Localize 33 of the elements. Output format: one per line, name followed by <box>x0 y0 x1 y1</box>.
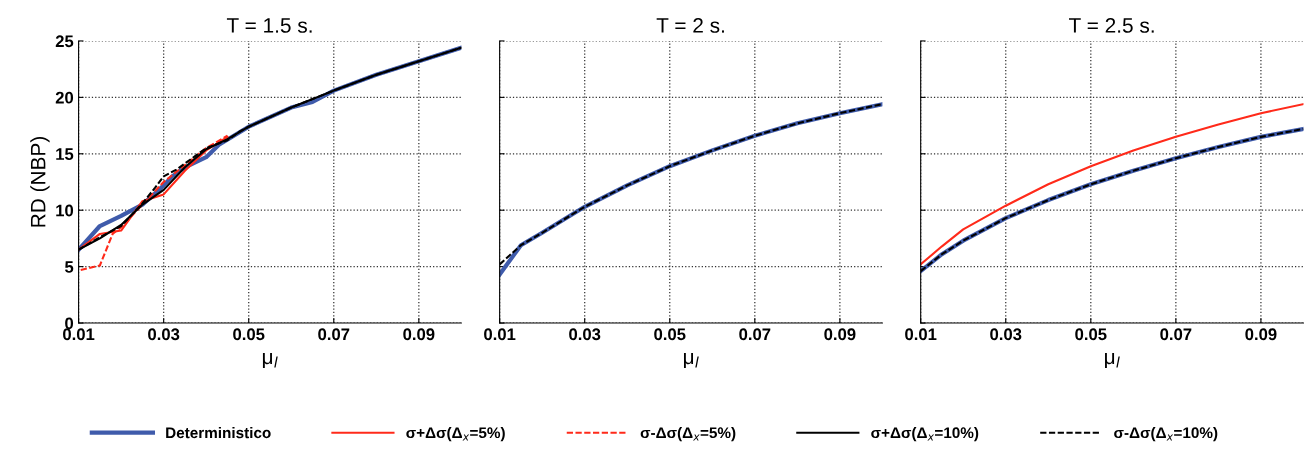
y-axis-title: RD (NBP) <box>30 137 50 227</box>
legend-label: σ-Δσ(Δ$_{x}$=10%) <box>1114 426 1218 442</box>
x-tick-label: 0.03 <box>569 328 601 341</box>
x-tick-label: 0.01 <box>484 328 516 341</box>
x-tick-label: 0.09 <box>1245 328 1277 341</box>
y-tick-label: 25 <box>55 35 74 48</box>
x-tick-label: 0.05 <box>233 328 265 341</box>
x-tick-label: 0.05 <box>1075 328 1107 341</box>
y-tick-label: 15 <box>56 148 74 160</box>
y-tick-label: 20 <box>55 91 74 104</box>
x-axis-title: μ$_{l}$ <box>262 353 278 369</box>
x-tick-label: 0.01 <box>905 328 937 341</box>
x-tick-label: 0.09 <box>403 328 435 341</box>
x-tick-label: 0.03 <box>990 328 1022 341</box>
x-tick-label: 0.09 <box>824 328 856 341</box>
x-tick-label: 0.05 <box>654 328 686 341</box>
legend-label: Deterministico <box>166 426 271 439</box>
x-axis-title: μ$_{l}$ <box>1105 353 1120 369</box>
x-tick-label: 0.07 <box>318 328 350 341</box>
chart-title: T = 1.5 s. <box>226 18 312 33</box>
y-tick-label: 5 <box>64 261 74 273</box>
x-tick-label: 0.07 <box>739 328 771 341</box>
y-tick-label: 0 <box>65 317 74 330</box>
x-tick-label: 0.07 <box>1160 328 1192 341</box>
legend-label: σ+Δσ(Δ$_{x}$=5%) <box>406 426 505 442</box>
x-tick-label: 0.01 <box>63 328 95 341</box>
x-tick-label: 0.03 <box>148 328 180 341</box>
x-axis-title: μ$_{l}$ <box>683 353 699 369</box>
legend-label: σ-Δσ(Δ$_{x}$=5%) <box>640 426 736 442</box>
legend-label: σ+Δσ(Δ$_{x}$=10%) <box>871 426 979 442</box>
y-tick-label: 10 <box>56 204 74 217</box>
chart-title: T = 2.5 s. <box>1069 18 1154 33</box>
chart-title: T = 2 s. <box>656 18 724 33</box>
